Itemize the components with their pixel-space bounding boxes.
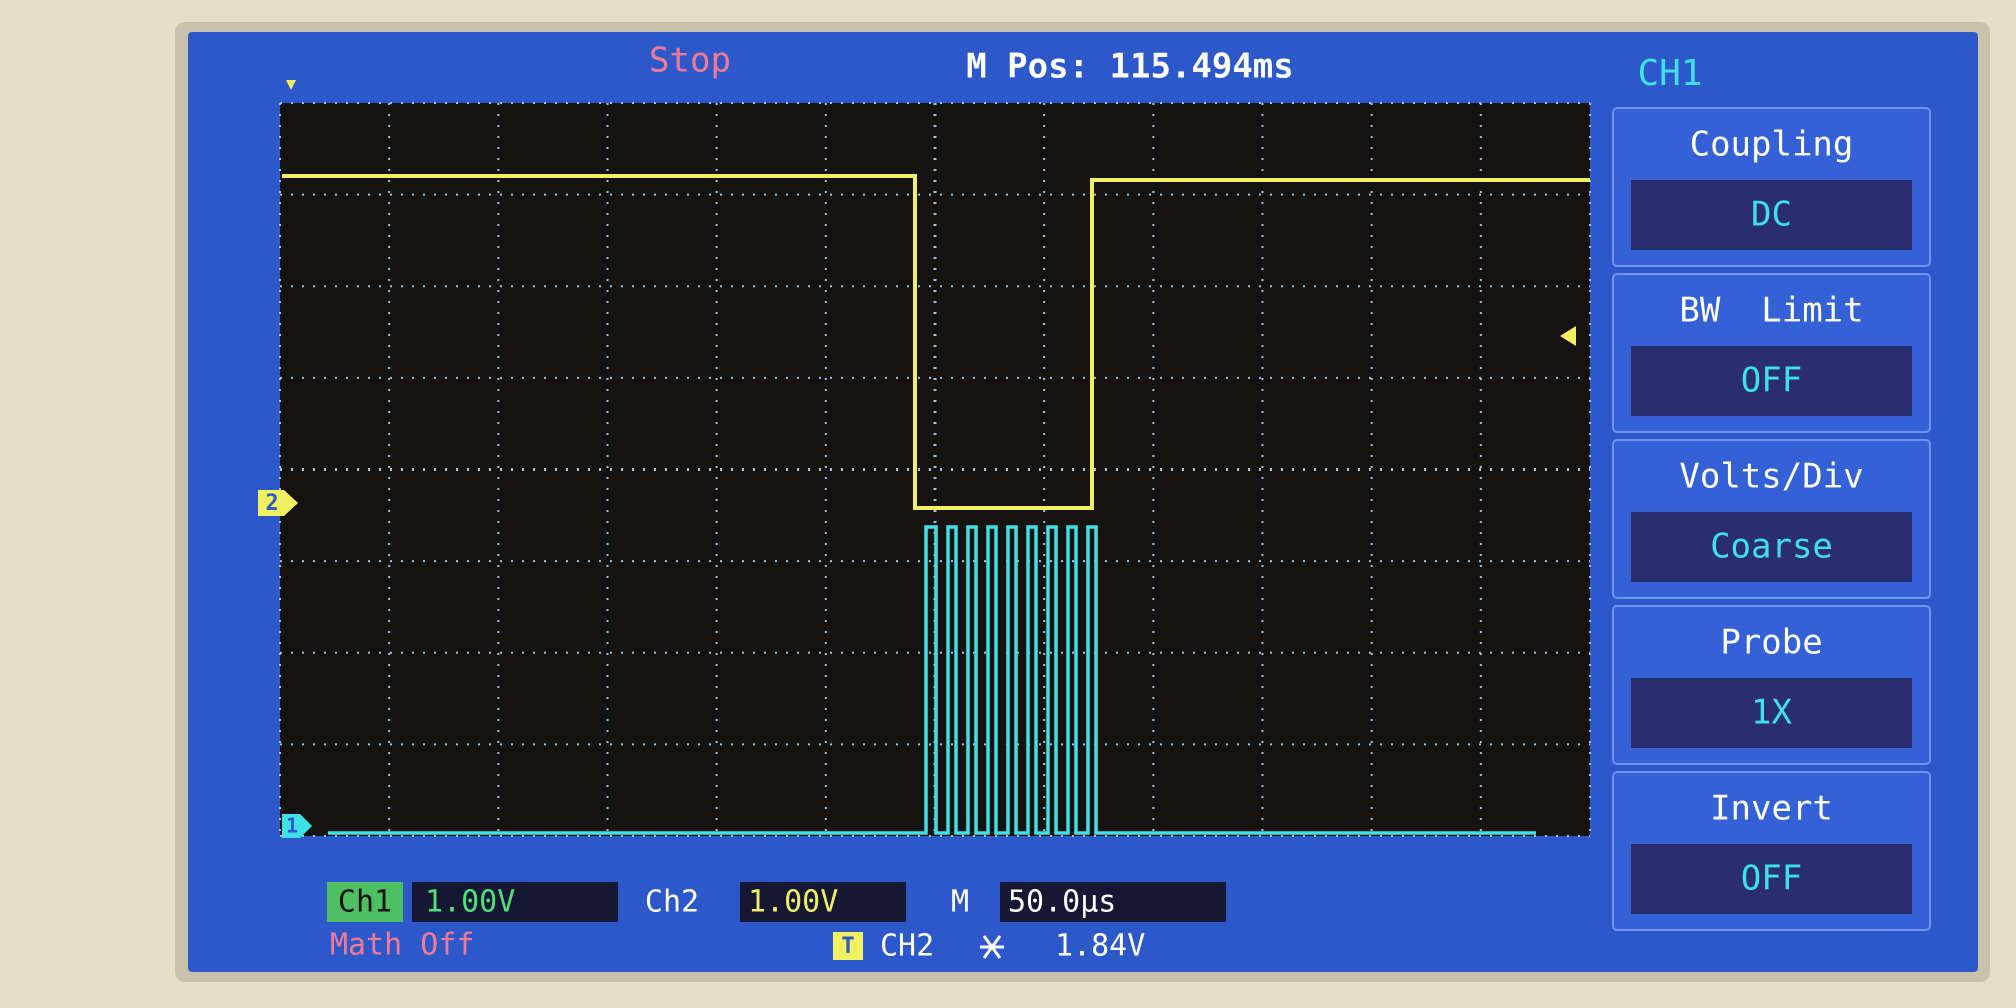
ch2-label: Ch2 bbox=[645, 885, 699, 920]
menu-value-box bbox=[1631, 346, 1912, 416]
trigger-position-marker bbox=[286, 80, 296, 90]
ch2-scale-box bbox=[740, 882, 906, 922]
trigger-source: CH2 bbox=[880, 929, 934, 964]
menu-title: CH1 bbox=[1637, 53, 1702, 94]
trigger-edge-symbol bbox=[980, 935, 1004, 959]
menu-value-box bbox=[1631, 512, 1912, 582]
menu-label: BW Limit bbox=[1679, 291, 1863, 331]
menu-value-box bbox=[1631, 678, 1912, 748]
menu-value: OFF bbox=[1741, 361, 1802, 401]
menu-value-box bbox=[1631, 844, 1912, 914]
ch2-trace bbox=[282, 174, 1590, 510]
menu-label: Invert bbox=[1710, 789, 1833, 829]
menu-label: Volts/Div bbox=[1679, 457, 1863, 497]
menu-value: DC bbox=[1751, 195, 1792, 235]
ch1-scale: 1.00V bbox=[425, 885, 515, 920]
ch1-marker: 1 bbox=[286, 814, 298, 838]
ch1-trace bbox=[328, 525, 1536, 835]
trigger-icon-box bbox=[833, 932, 863, 960]
menu-value: OFF bbox=[1741, 859, 1802, 899]
menu-label: Coupling bbox=[1690, 125, 1854, 165]
menu-label: Probe bbox=[1720, 623, 1822, 663]
ch1-label-box bbox=[327, 882, 403, 922]
trigger-level: 1.84V bbox=[1055, 929, 1145, 964]
menu: Coupling DC BW Limit OFF Volts/Div Coarse Prob… bbox=[1612, 107, 1931, 931]
trigger-level-marker bbox=[1560, 326, 1576, 346]
trigger-icon: T bbox=[841, 934, 854, 959]
ch1-label: Ch1 bbox=[338, 885, 392, 920]
time-scale-box bbox=[1000, 882, 1226, 922]
ch2-scale: 1.00V bbox=[748, 885, 838, 920]
time-label: M bbox=[951, 885, 969, 920]
ch1-scale-box bbox=[412, 882, 618, 922]
menu-value: 1X bbox=[1751, 693, 1792, 733]
ch1-marker-shape bbox=[282, 814, 312, 838]
math-status: Math Off bbox=[330, 928, 475, 963]
time-scale: 50.0µs bbox=[1008, 885, 1116, 920]
menu-value-box bbox=[1631, 180, 1912, 250]
ch2-marker: 2 bbox=[265, 491, 278, 516]
menu-value: Coarse bbox=[1710, 527, 1833, 567]
ch2-marker-shape bbox=[258, 490, 298, 516]
grid bbox=[279, 102, 1591, 837]
run-status: Stop bbox=[649, 41, 731, 81]
m-position: M Pos: 115.494ms bbox=[966, 47, 1294, 87]
